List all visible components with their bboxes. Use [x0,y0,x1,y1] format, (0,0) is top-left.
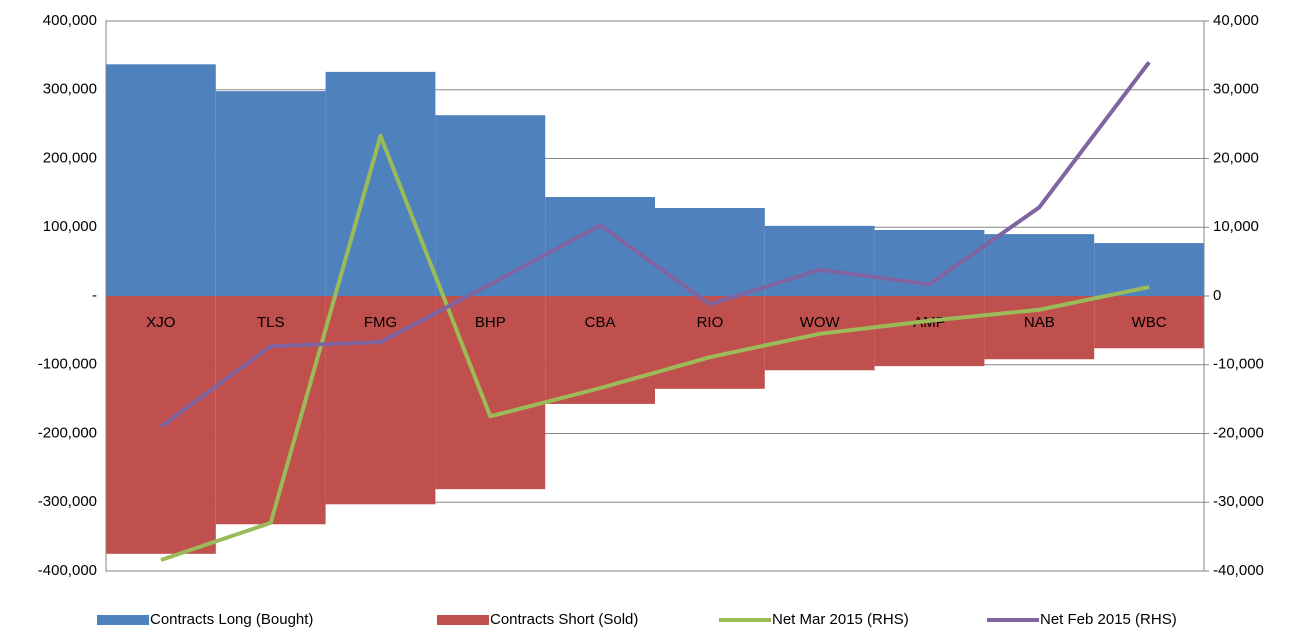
y-tick-label: -400,000 [38,562,97,579]
x-tick-label: BHP [475,314,506,331]
bar [435,115,546,296]
y2-tick-label: 0 [1213,287,1221,304]
bar [1094,296,1204,349]
y-tick-label: 400,000 [43,12,97,29]
x-tick-label: NAB [1024,314,1055,331]
bar [984,234,1095,296]
bar [215,91,326,296]
line [160,133,1150,562]
bar [545,296,655,404]
y2-tick-label: -20,000 [1213,424,1264,441]
x-tick-label: WBC [1132,314,1167,331]
y-tick-label: -300,000 [38,493,97,510]
y2-tick-label: -40,000 [1213,562,1264,579]
legend-label: Net Feb 2015 (RHS) [1040,611,1177,628]
x-tick-label: FMG [364,314,397,331]
bar [215,296,326,525]
y2-tick-label: -30,000 [1213,493,1264,510]
y2-tick-label: 10,000 [1213,218,1259,235]
x-tick-label: WOW [800,314,841,331]
legend-swatch [437,615,489,625]
bar [655,208,765,296]
y-tick-label: -200,000 [38,424,97,441]
bar [984,296,1095,360]
bar [106,64,216,296]
bar [874,296,985,367]
bar [764,225,875,296]
legend-label: Net Mar 2015 (RHS) [772,611,909,628]
y-tick-label: -100,000 [38,356,97,373]
y-tick-label: 100,000 [43,218,97,235]
line [159,61,1151,429]
legend-swatch [97,615,149,625]
x-tick-label: TLS [257,314,285,331]
bar [325,71,436,296]
plot-border [105,20,1205,572]
x-tick-label: XJO [146,314,175,331]
y2-tick-label: 20,000 [1213,149,1259,166]
y2-tick-label: -10,000 [1213,356,1264,373]
legend-label: Contracts Short (Sold) [490,611,638,628]
x-tick-label: CBA [585,314,616,331]
bar [655,296,765,389]
y2-tick-label: 30,000 [1213,81,1259,98]
y-tick-label: 300,000 [43,81,97,98]
y-tick-label: - [92,287,97,304]
y-tick-label: 200,000 [43,149,97,166]
bar [325,296,436,505]
y2-tick-label: 40,000 [1213,12,1259,29]
legend-label: Contracts Long (Bought) [150,611,313,628]
x-tick-label: RIO [697,314,724,331]
